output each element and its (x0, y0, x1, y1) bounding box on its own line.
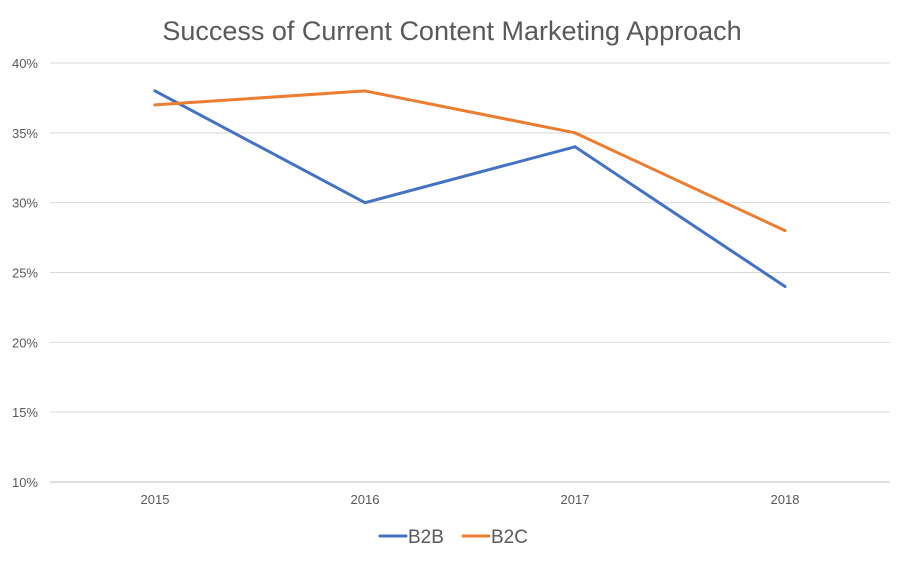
y-tick-label: 25% (12, 266, 38, 281)
x-tick-label: 2018 (771, 492, 800, 507)
legend: B2B B2C (378, 527, 528, 548)
y-axis-ticks: 10% 15% 20% 25% 30% 35% 40% (12, 56, 38, 490)
x-tick-label: 2015 (141, 492, 170, 507)
data-point-b2c (363, 89, 367, 93)
x-tick-label: 2017 (561, 492, 590, 507)
x-axis-ticks: 2015 2016 2017 2018 (141, 492, 800, 507)
data-point-b2b (783, 284, 787, 288)
y-tick-label: 10% (12, 475, 38, 490)
y-tick-label: 40% (12, 56, 38, 71)
data-point-b2b (363, 201, 367, 205)
series-line-b2b (153, 89, 787, 288)
data-point-b2b (153, 89, 157, 93)
legend-label-b2b: B2B (408, 527, 444, 548)
y-tick-label: 35% (12, 126, 38, 141)
y-tick-label: 15% (12, 405, 38, 420)
series-lines (153, 89, 787, 288)
data-point-b2c (573, 131, 577, 135)
y-tick-label: 30% (12, 196, 38, 211)
x-tick-label: 2016 (351, 492, 380, 507)
legend-label-b2c: B2C (491, 527, 528, 548)
series-line-b2c (153, 89, 787, 233)
data-point-b2b (573, 145, 577, 149)
chart-title: Success of Current Content Marketing App… (162, 16, 741, 46)
gridlines (50, 62, 890, 483)
data-point-b2c (153, 103, 157, 107)
data-point-b2c (783, 229, 787, 233)
y-tick-label: 20% (12, 335, 38, 350)
